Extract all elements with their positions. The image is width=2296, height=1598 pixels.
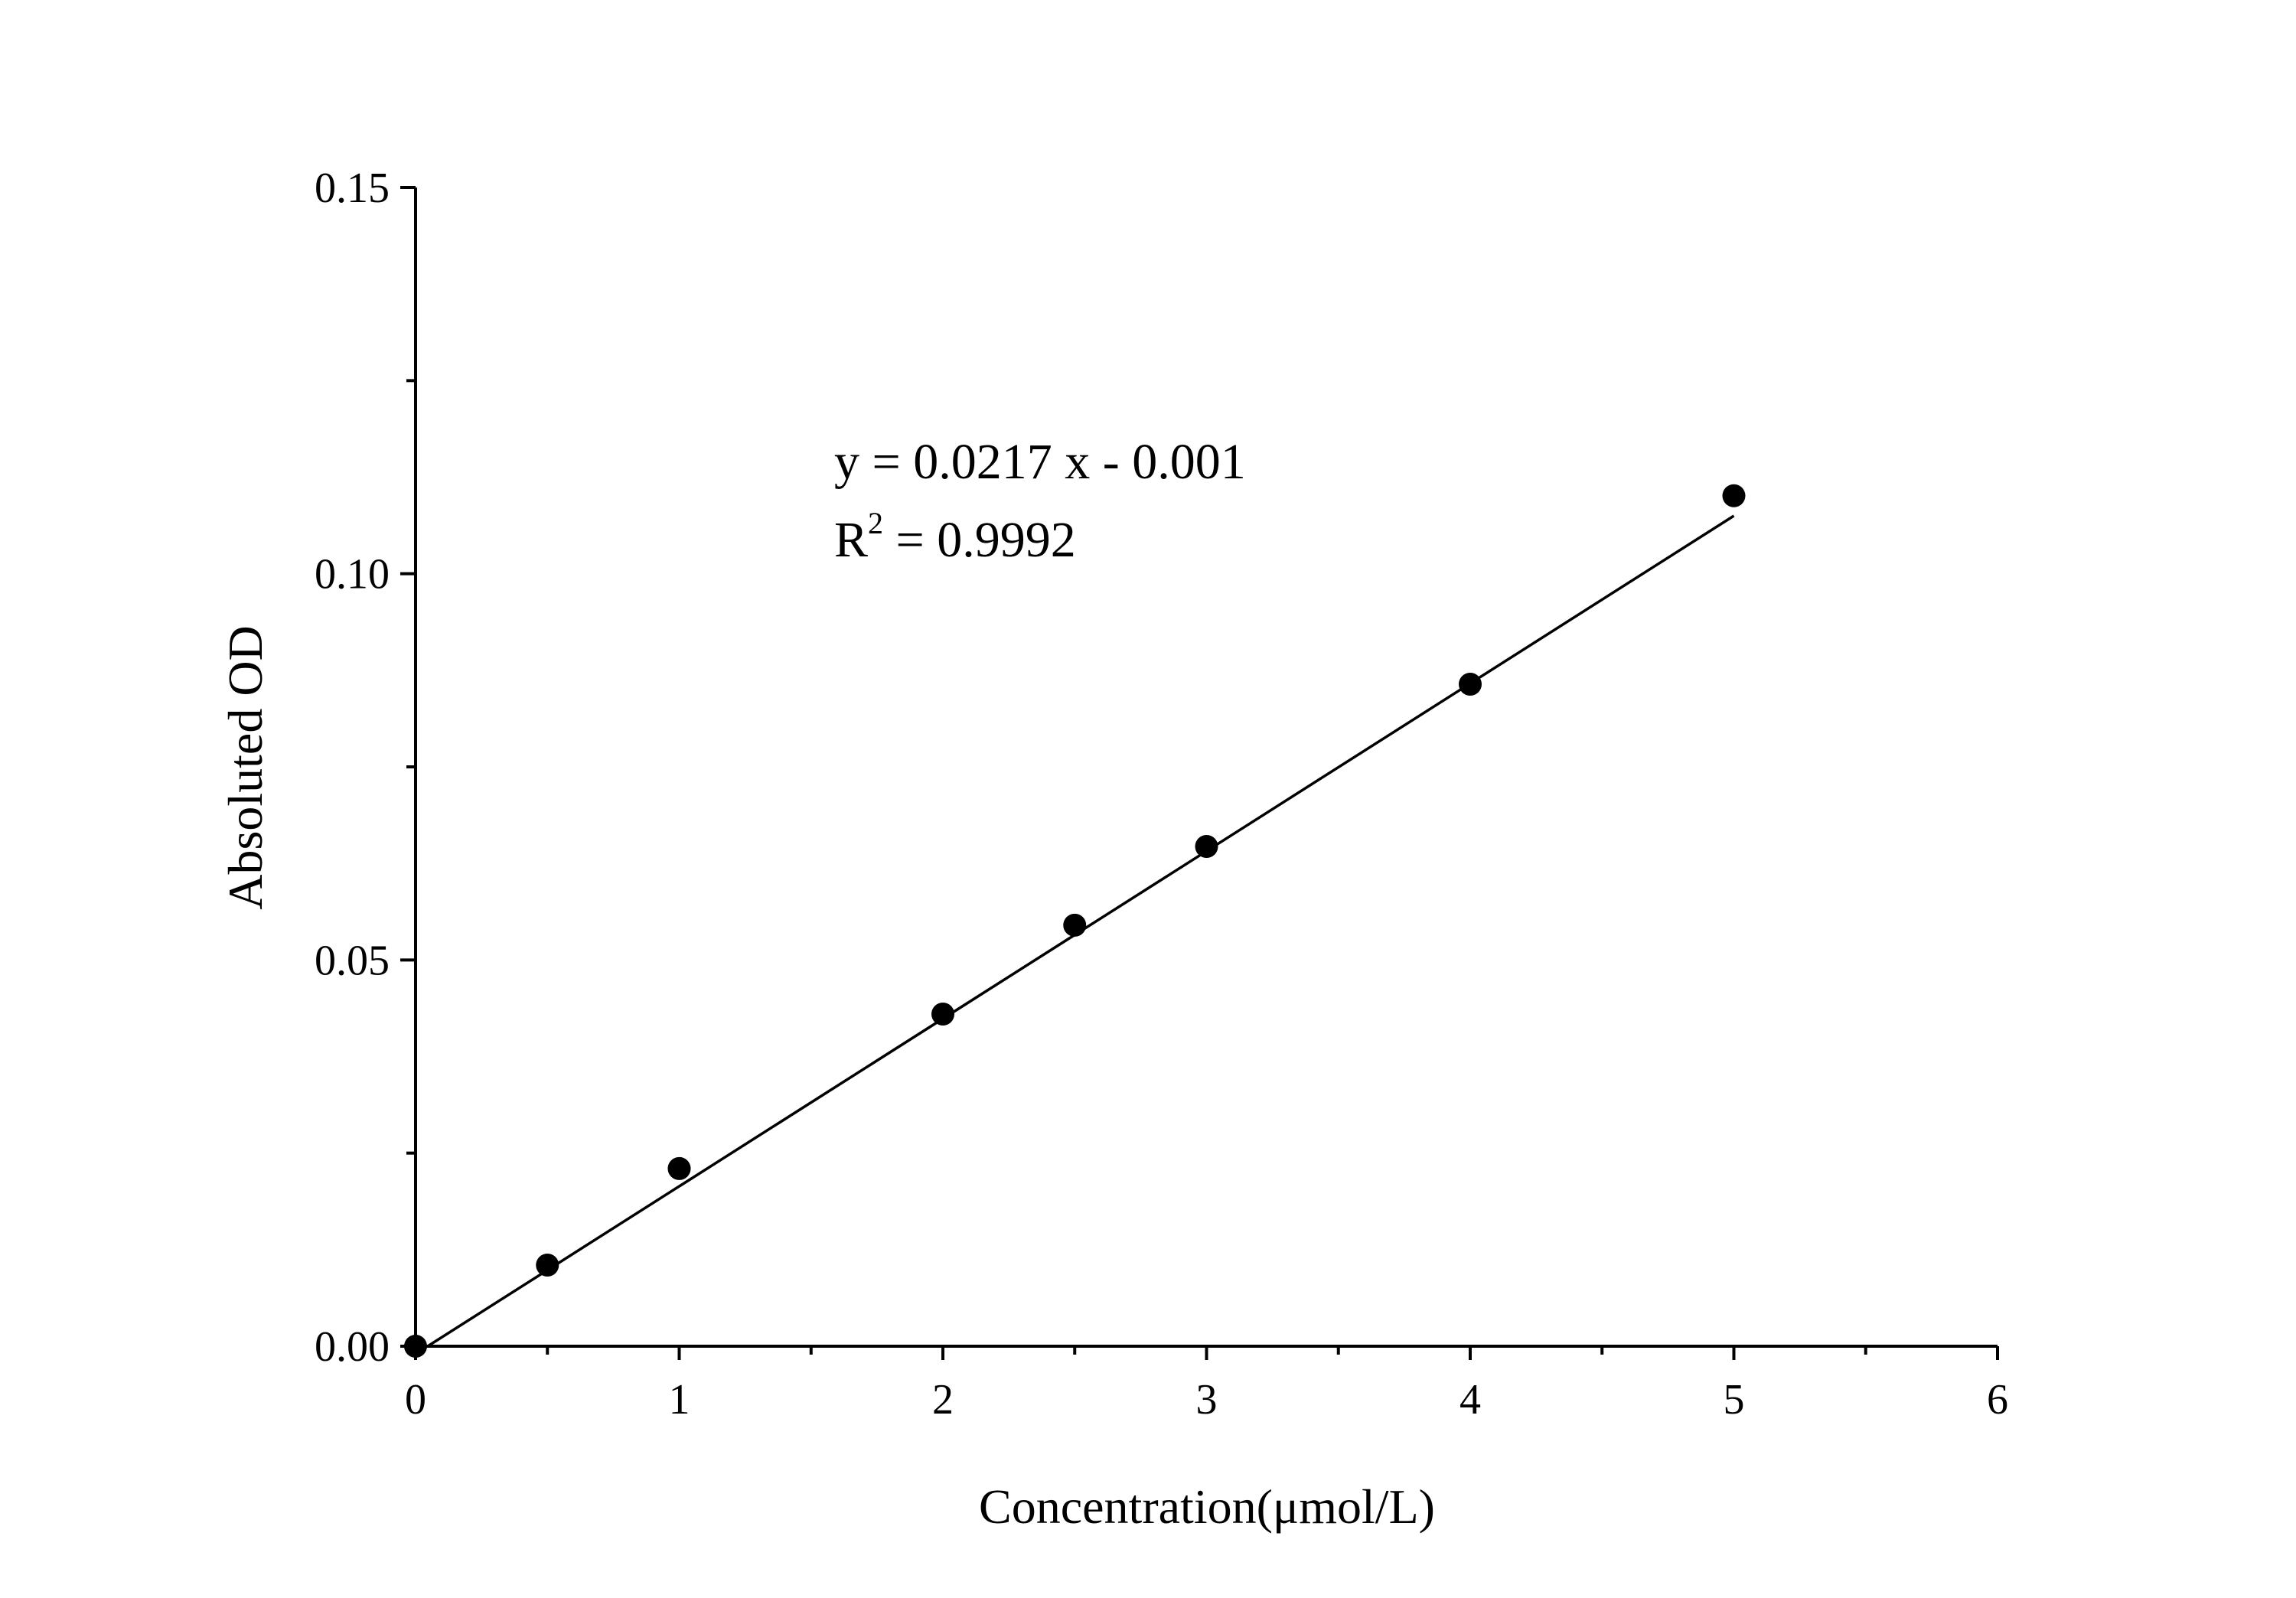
y-tick-label: 0.10 bbox=[315, 551, 390, 598]
data-point bbox=[536, 1254, 559, 1277]
x-tick-label: 4 bbox=[1459, 1376, 1481, 1424]
data-point bbox=[1195, 834, 1218, 858]
r-squared-label: R2 = 0.9992 bbox=[834, 506, 1076, 568]
data-point bbox=[1063, 913, 1087, 937]
x-tick-label: 1 bbox=[669, 1376, 690, 1424]
data-points bbox=[404, 484, 1746, 1358]
data-point bbox=[1459, 673, 1482, 696]
ticks: 0 1 2 3 4 5 6 0.00 0.05 0.10 0.15 bbox=[315, 165, 2008, 1424]
r-squared-prefix: R bbox=[834, 512, 868, 568]
fit-equation: y = 0.0217 x - 0.001 bbox=[834, 434, 1246, 490]
r-squared-superscript: 2 bbox=[868, 506, 883, 540]
x-tick-label: 5 bbox=[1724, 1376, 1745, 1424]
x-tick-label: 0 bbox=[405, 1376, 426, 1424]
x-tick-label: 2 bbox=[932, 1376, 954, 1424]
x-tick-label: 3 bbox=[1196, 1376, 1218, 1424]
data-point bbox=[404, 1335, 427, 1358]
axes bbox=[414, 188, 1998, 1348]
data-point bbox=[1722, 484, 1746, 507]
x-tick-label: 6 bbox=[1987, 1376, 2008, 1424]
y-tick-label: 0.15 bbox=[315, 165, 390, 212]
y-tick-label: 0.05 bbox=[315, 937, 390, 984]
data-point bbox=[931, 1002, 954, 1026]
data-point bbox=[667, 1156, 691, 1180]
r-squared-value: = 0.9992 bbox=[883, 512, 1076, 568]
x-axis-title: Concentration(μmol/L) bbox=[979, 1479, 1435, 1534]
y-axis-title: Absoluted OD bbox=[218, 625, 272, 910]
y-tick-label: 0.00 bbox=[315, 1323, 390, 1371]
